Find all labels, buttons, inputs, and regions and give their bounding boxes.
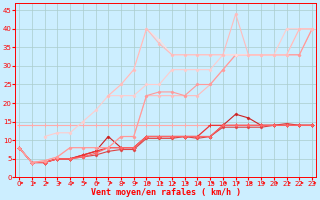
X-axis label: Vent moyen/en rafales ( km/h ): Vent moyen/en rafales ( km/h ) [91, 188, 241, 197]
